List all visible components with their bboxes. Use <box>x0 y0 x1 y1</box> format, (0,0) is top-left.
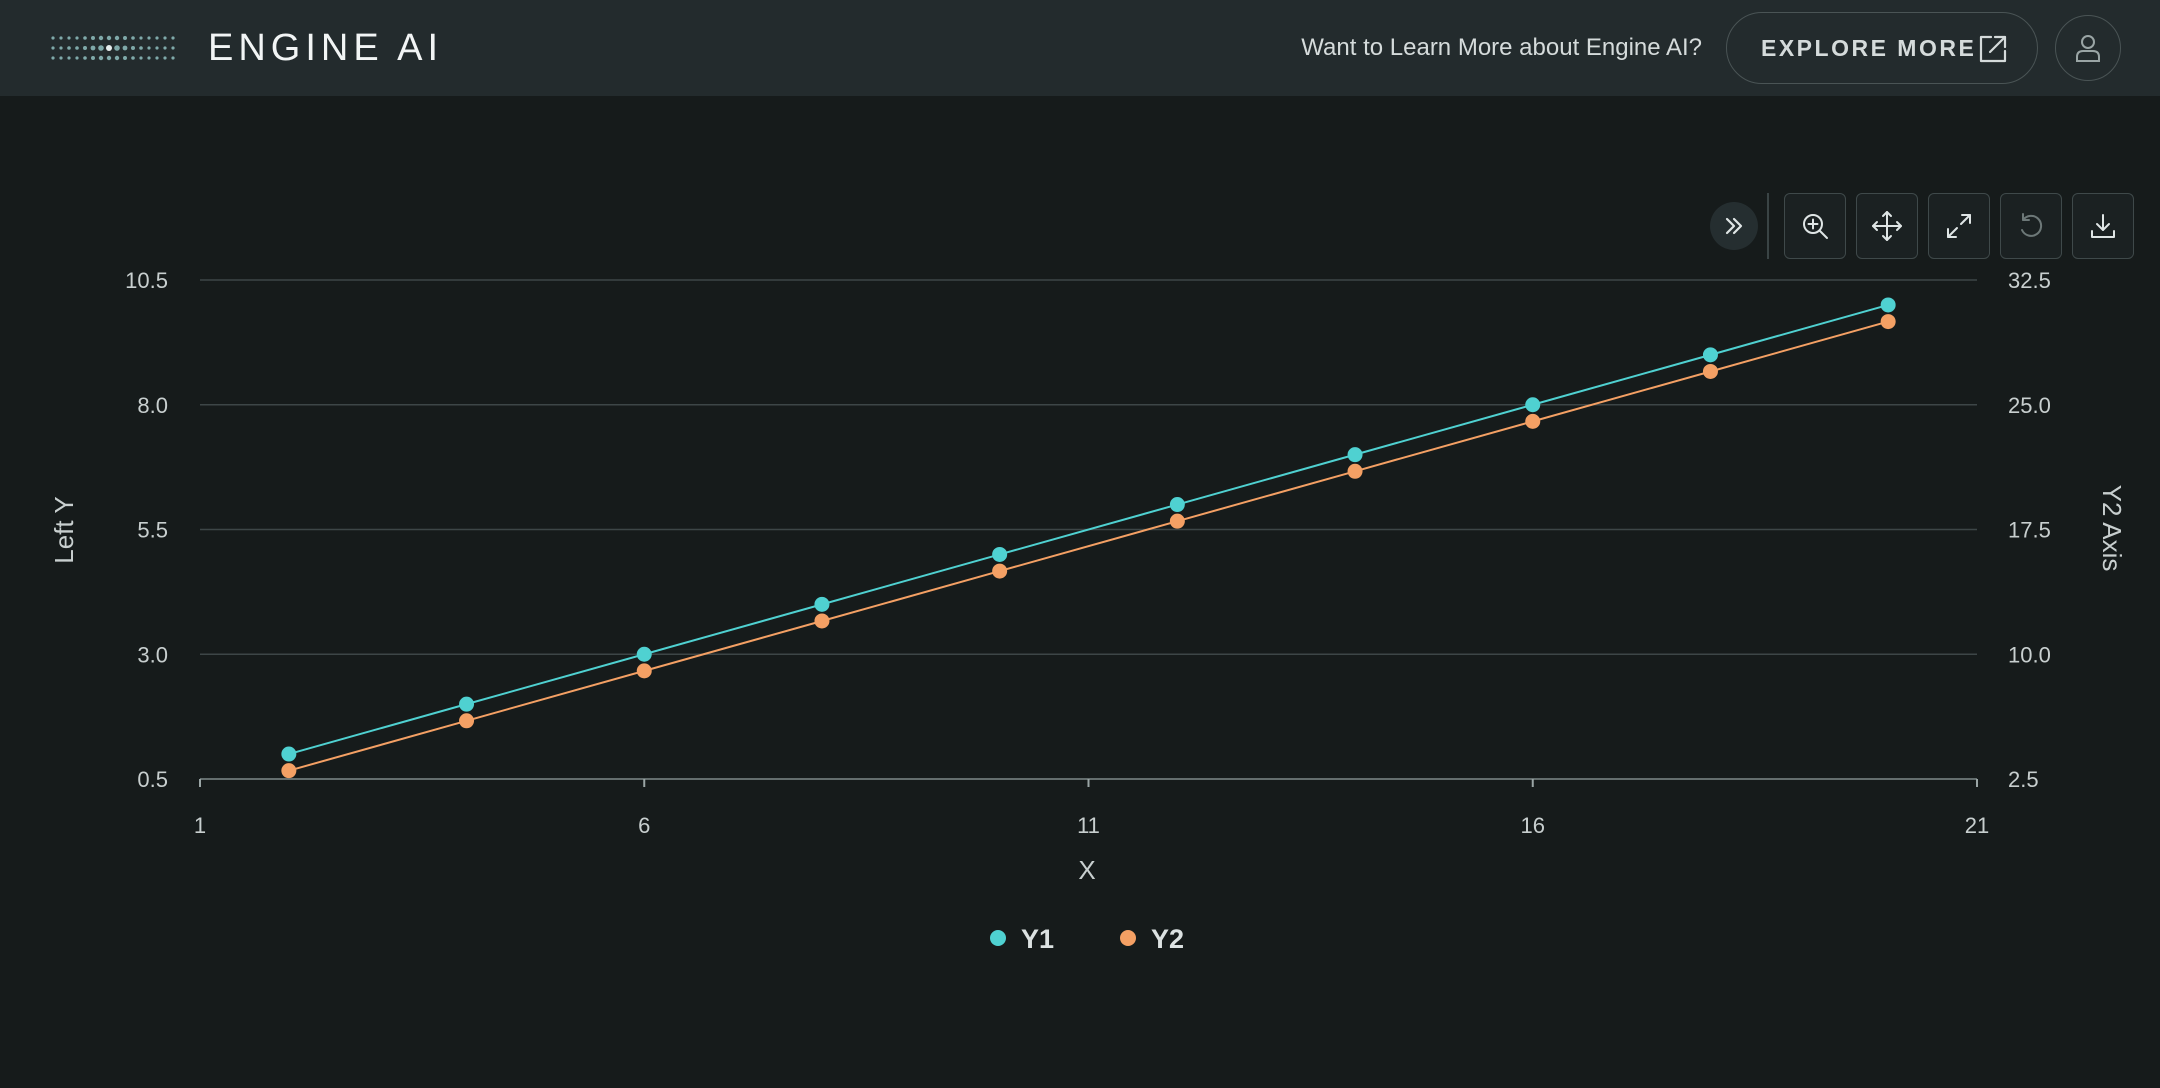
axes: 0.53.05.58.010.52.510.017.525.032.51 6 11 1… <box>125 268 2051 838</box>
left-y-tick-label: 5.5 <box>137 518 168 543</box>
data-point-y1[interactable] <box>636 646 652 662</box>
data-point-y1[interactable] <box>1880 297 1896 313</box>
x-tick-label: 11 <box>1077 813 1100 838</box>
data-point-y2[interactable] <box>1347 463 1363 479</box>
right-y-tick-label: 10.0 <box>2008 642 2051 667</box>
data-point-y2[interactable] <box>1169 513 1185 529</box>
data-point-y2[interactable] <box>1880 314 1896 330</box>
x-tick-label: 21 <box>1965 813 1989 838</box>
right-y-tick-label: 17.5 <box>2008 518 2051 543</box>
reset-view-button[interactable] <box>2000 193 2062 259</box>
legend: Y1 Y2 <box>990 924 1184 954</box>
logo-dots-icon <box>51 35 175 61</box>
header-bar: ENGINE AI Want to Learn More about Engin… <box>0 0 2160 96</box>
legend-y2-label[interactable]: Y2 <box>1151 924 1184 954</box>
zoom-in-icon <box>1803 214 1828 239</box>
promo-text: Want to Learn More about Engine AI? <box>1301 34 1702 61</box>
explore-more-label: EXPLORE MORE <box>1761 34 1977 61</box>
series-line-y1 <box>288 303 1889 756</box>
right-y-axis-title: Y2 Axis <box>2097 485 2127 572</box>
external-link-icon <box>1979 35 2007 63</box>
legend-y1-marker <box>990 930 1006 946</box>
x-tick-label: 1 <box>194 813 206 838</box>
series-lines <box>288 303 1889 772</box>
brand-logo-text: ENGINE AI <box>208 27 444 69</box>
download-button[interactable] <box>2072 193 2134 259</box>
data-point-y2[interactable] <box>281 763 297 779</box>
data-point-y2[interactable] <box>1702 363 1718 379</box>
left-y-tick-label: 0.5 <box>137 767 168 792</box>
download-icon <box>2091 214 2115 238</box>
left-y-tick-label: 3.0 <box>137 642 168 667</box>
data-point-y2[interactable] <box>992 563 1008 579</box>
legend-y2-marker <box>1120 930 1136 946</box>
pan-button[interactable] <box>1856 193 1918 259</box>
data-point-y1[interactable] <box>281 746 297 762</box>
explore-more-button[interactable]: EXPLORE MORE <box>1726 12 2038 84</box>
left-y-axis-title: Left Y <box>49 496 79 563</box>
data-point-y1[interactable] <box>1347 447 1363 463</box>
data-point-y1[interactable] <box>459 696 475 712</box>
reset-icon <box>2021 213 2043 237</box>
x-tick-label: 16 <box>1521 813 1545 838</box>
data-point-y1[interactable] <box>1525 397 1541 413</box>
data-point-y2[interactable] <box>636 663 652 679</box>
fullscreen-expand-icon <box>1947 214 1971 238</box>
right-y-tick-label: 32.5 <box>2008 268 2051 293</box>
fullscreen-button[interactable] <box>1928 193 1990 259</box>
right-y-tick-label: 25.0 <box>2008 393 2051 418</box>
data-point-y1[interactable] <box>814 596 830 612</box>
right-y-tick-label: 2.5 <box>2008 767 2039 792</box>
legend-y1-label[interactable]: Y1 <box>1021 924 1054 954</box>
data-points <box>281 297 1896 779</box>
data-point-y1[interactable] <box>1702 347 1718 363</box>
pan-move-icon <box>1872 211 1902 241</box>
x-tick-label: 6 <box>638 813 650 838</box>
user-icon <box>2076 35 2100 62</box>
left-y-tick-label: 10.5 <box>125 268 168 293</box>
zoom-in-button[interactable] <box>1784 193 1846 259</box>
data-point-y2[interactable] <box>459 713 475 729</box>
data-point-y1[interactable] <box>992 546 1008 562</box>
series-line-y2 <box>288 320 1889 772</box>
user-profile-button[interactable] <box>2055 15 2121 81</box>
x-axis-title: X <box>1078 855 1095 885</box>
data-point-y1[interactable] <box>1169 497 1185 513</box>
toolbar-divider <box>1767 193 1769 259</box>
expand-toolbar-button[interactable] <box>1710 202 1758 250</box>
left-y-tick-label: 8.0 <box>137 393 168 418</box>
data-point-y2[interactable] <box>1525 413 1541 429</box>
double-chevron-right-icon <box>1725 217 1743 235</box>
data-point-y2[interactable] <box>814 613 830 629</box>
